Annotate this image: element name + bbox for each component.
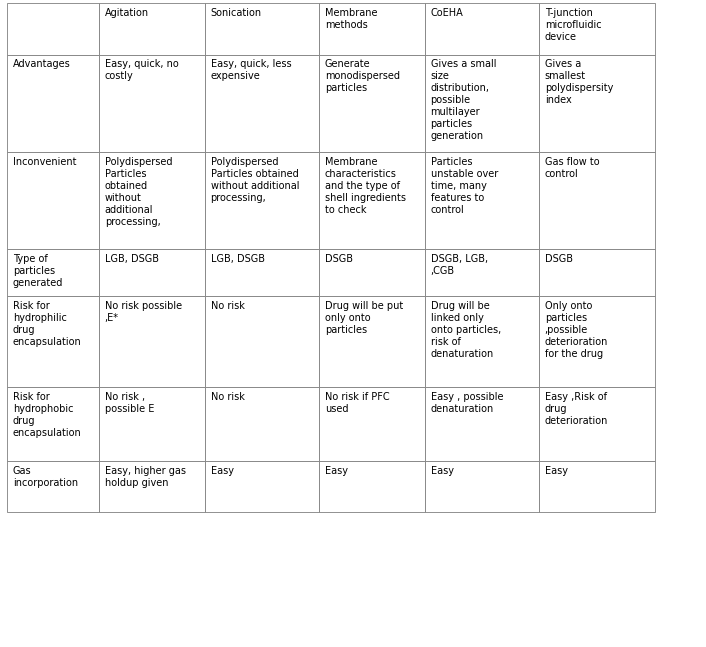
Text: T-junction
microfluidic
device: T-junction microfluidic device bbox=[545, 8, 602, 42]
Text: Polydispersed
Particles obtained
without additional
processing,: Polydispersed Particles obtained without… bbox=[210, 157, 299, 203]
Text: Easy , possible
denaturation: Easy , possible denaturation bbox=[431, 392, 503, 414]
Text: Only onto
particles
,possible
deterioration
for the drug: Only onto particles ,possible deteriorat… bbox=[545, 301, 608, 359]
Text: Gas flow to
control: Gas flow to control bbox=[545, 157, 599, 179]
Text: Sonication: Sonication bbox=[210, 8, 262, 17]
Bar bbox=[7, 296, 99, 388]
Bar bbox=[99, 3, 205, 55]
Bar bbox=[99, 296, 205, 388]
Text: Easy, higher gas
holdup given: Easy, higher gas holdup given bbox=[104, 466, 186, 488]
Bar bbox=[205, 55, 319, 152]
Bar bbox=[205, 249, 319, 296]
Text: Gas
incorporation: Gas incorporation bbox=[13, 466, 78, 488]
Bar bbox=[319, 249, 425, 296]
Text: Agitation: Agitation bbox=[104, 8, 149, 17]
Bar bbox=[319, 461, 425, 512]
Bar bbox=[425, 388, 539, 461]
Bar bbox=[539, 461, 655, 512]
Bar bbox=[425, 296, 539, 388]
Text: Inconvenient: Inconvenient bbox=[13, 157, 76, 166]
Text: Drug will be put
only onto
particles: Drug will be put only onto particles bbox=[325, 301, 403, 335]
Bar bbox=[7, 388, 99, 461]
Text: Easy: Easy bbox=[210, 466, 234, 476]
Bar bbox=[319, 152, 425, 249]
Bar bbox=[7, 3, 99, 55]
Text: Easy: Easy bbox=[325, 466, 348, 476]
Text: Type of
particles
generated: Type of particles generated bbox=[13, 254, 63, 288]
Bar bbox=[205, 388, 319, 461]
Text: Risk for
hydrophilic
drug
encapsulation: Risk for hydrophilic drug encapsulation bbox=[13, 301, 81, 347]
Text: DSGB: DSGB bbox=[545, 254, 573, 264]
Text: Easy, quick, less
expensive: Easy, quick, less expensive bbox=[210, 60, 291, 82]
Bar bbox=[99, 249, 205, 296]
Bar bbox=[99, 55, 205, 152]
Bar bbox=[425, 3, 539, 55]
Text: Gives a
smallest
polydispersity
index: Gives a smallest polydispersity index bbox=[545, 60, 613, 105]
Bar bbox=[99, 461, 205, 512]
Bar bbox=[205, 461, 319, 512]
Bar bbox=[425, 152, 539, 249]
Bar bbox=[99, 388, 205, 461]
Bar bbox=[319, 3, 425, 55]
Bar bbox=[539, 249, 655, 296]
Text: Membrane
characteristics
and the type of
shell ingredients
to check: Membrane characteristics and the type of… bbox=[325, 157, 406, 215]
Text: No risk ,
possible E: No risk , possible E bbox=[104, 392, 154, 414]
Bar bbox=[539, 3, 655, 55]
Bar bbox=[205, 296, 319, 388]
Text: Gives a small
size
distribution,
possible
multilayer
particles
generation: Gives a small size distribution, possibl… bbox=[431, 60, 496, 141]
Text: LGB, DSGB: LGB, DSGB bbox=[104, 254, 159, 264]
Text: Easy: Easy bbox=[545, 466, 568, 476]
Bar bbox=[7, 461, 99, 512]
Bar bbox=[7, 152, 99, 249]
Bar bbox=[319, 388, 425, 461]
Bar bbox=[205, 152, 319, 249]
Text: Generate
monodispersed
particles: Generate monodispersed particles bbox=[325, 60, 400, 93]
Text: Membrane
methods: Membrane methods bbox=[325, 8, 377, 30]
Bar bbox=[99, 152, 205, 249]
Text: Easy ,Risk of
drug
deterioration: Easy ,Risk of drug deterioration bbox=[545, 392, 608, 426]
Text: No risk: No risk bbox=[210, 301, 244, 311]
Bar bbox=[425, 55, 539, 152]
Text: Drug will be
linked only
onto particles,
risk of
denaturation: Drug will be linked only onto particles,… bbox=[431, 301, 501, 359]
Text: No risk: No risk bbox=[210, 392, 244, 402]
Text: Easy, quick, no
costly: Easy, quick, no costly bbox=[104, 60, 179, 82]
Text: DSGB, LGB,
,CGB: DSGB, LGB, ,CGB bbox=[431, 254, 488, 276]
Text: No risk if PFC
used: No risk if PFC used bbox=[325, 392, 390, 414]
Text: Easy: Easy bbox=[431, 466, 453, 476]
Text: CoEHA: CoEHA bbox=[431, 8, 463, 17]
Bar bbox=[539, 152, 655, 249]
Text: Particles
unstable over
time, many
features to
control: Particles unstable over time, many featu… bbox=[431, 157, 498, 215]
Text: LGB, DSGB: LGB, DSGB bbox=[210, 254, 265, 264]
Bar bbox=[425, 461, 539, 512]
Bar bbox=[205, 3, 319, 55]
Bar bbox=[425, 249, 539, 296]
Bar bbox=[319, 296, 425, 388]
Bar bbox=[7, 249, 99, 296]
Text: No risk possible
,E*: No risk possible ,E* bbox=[104, 301, 182, 323]
Bar bbox=[539, 296, 655, 388]
Text: Polydispersed
Particles
obtained
without
additional
processing,: Polydispersed Particles obtained without… bbox=[104, 157, 172, 226]
Bar bbox=[539, 388, 655, 461]
Bar bbox=[539, 55, 655, 152]
Bar bbox=[319, 55, 425, 152]
Text: Advantages: Advantages bbox=[13, 60, 71, 69]
Text: Risk for
hydrophobic
drug
encapsulation: Risk for hydrophobic drug encapsulation bbox=[13, 392, 81, 438]
Bar bbox=[7, 55, 99, 152]
Text: DSGB: DSGB bbox=[325, 254, 353, 264]
